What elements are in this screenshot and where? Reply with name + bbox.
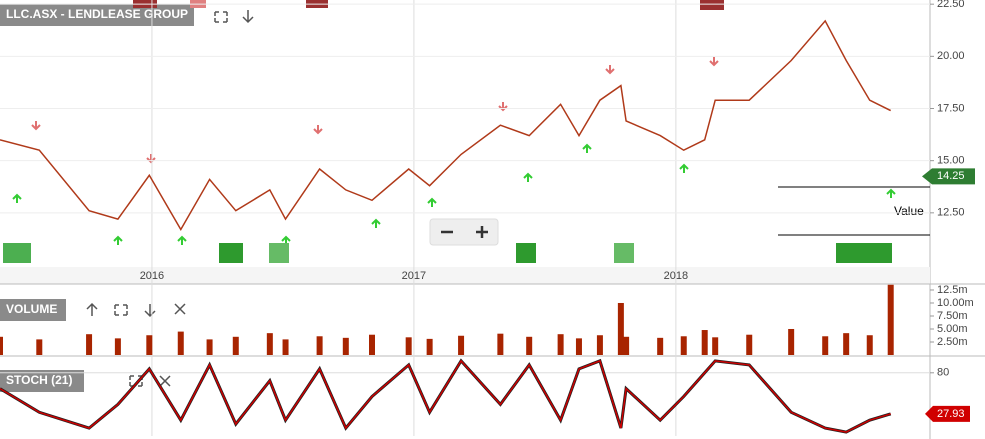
down-icon[interactable] bbox=[242, 10, 254, 24]
y-tick-label: 5.00m bbox=[937, 323, 968, 335]
zoom-control[interactable] bbox=[429, 218, 499, 246]
bar bbox=[557, 334, 564, 355]
maximize-icon[interactable] bbox=[114, 304, 128, 316]
panel-title: VOLUME bbox=[6, 302, 57, 316]
y-tick-label: 7.50m bbox=[937, 310, 968, 322]
y-tick-label: 17.50 bbox=[937, 102, 965, 114]
bar bbox=[86, 334, 93, 355]
annotation: Value bbox=[894, 204, 924, 218]
bar bbox=[680, 336, 687, 355]
maximize-icon[interactable] bbox=[214, 11, 228, 23]
close-icon[interactable] bbox=[159, 375, 171, 387]
value-label: 27.93 bbox=[937, 408, 965, 420]
y-tick-label: 10.00m bbox=[937, 297, 974, 309]
y-tick-label: 2.50m bbox=[937, 336, 968, 348]
x-tick-label: 2016 bbox=[140, 270, 164, 282]
bar bbox=[0, 336, 3, 355]
y-tick-label: 20.00 bbox=[937, 50, 965, 62]
bar bbox=[177, 331, 184, 355]
bar bbox=[426, 338, 433, 355]
line bbox=[0, 359, 891, 433]
y-tick-label: 80 bbox=[937, 367, 949, 379]
title-box bbox=[0, 370, 84, 392]
x-tick-label: 2018 bbox=[664, 270, 688, 282]
value-flag bbox=[925, 405, 970, 422]
title-box bbox=[0, 4, 194, 26]
x-axis-band bbox=[0, 267, 930, 284]
bar bbox=[657, 337, 664, 355]
bar bbox=[623, 336, 630, 355]
y-tick-label: 12.5m bbox=[937, 284, 968, 296]
bar bbox=[822, 336, 829, 355]
line bbox=[0, 19, 892, 231]
bar bbox=[596, 335, 603, 355]
down-icon[interactable] bbox=[144, 304, 156, 318]
bar bbox=[146, 335, 153, 355]
price-flag bbox=[922, 168, 975, 185]
close-icon[interactable] bbox=[174, 303, 186, 315]
bar bbox=[405, 337, 412, 355]
bar bbox=[266, 333, 273, 355]
bar bbox=[369, 334, 375, 355]
bar bbox=[788, 328, 795, 355]
y-tick-label: 15.00 bbox=[937, 155, 965, 167]
y-tick-label: 12.50 bbox=[937, 207, 965, 219]
panel-controls[interactable] bbox=[86, 10, 254, 387]
bar bbox=[575, 338, 582, 355]
up-icon[interactable] bbox=[86, 302, 98, 316]
bar bbox=[843, 333, 850, 355]
bar bbox=[114, 338, 121, 355]
bar bbox=[617, 302, 624, 355]
bar bbox=[866, 335, 873, 355]
bar bbox=[887, 284, 894, 355]
bar bbox=[36, 339, 43, 355]
bar bbox=[206, 339, 213, 355]
x-tick-label: 2017 bbox=[402, 270, 426, 282]
bar bbox=[282, 339, 289, 355]
bar bbox=[342, 337, 349, 355]
bar bbox=[458, 335, 465, 355]
bar bbox=[746, 334, 753, 355]
bar bbox=[497, 333, 504, 355]
bar bbox=[526, 336, 533, 355]
chart-title: LLC.ASX - LENDLEASE GROUP bbox=[6, 7, 188, 21]
signal-arrows bbox=[12, 57, 896, 245]
bar bbox=[712, 337, 719, 355]
zoom-icons[interactable] bbox=[441, 226, 488, 238]
panel-title: STOCH (21) bbox=[6, 373, 72, 387]
bar bbox=[701, 330, 708, 355]
title-box bbox=[0, 299, 66, 321]
bar bbox=[316, 336, 323, 355]
y-tick-label: 22.50 bbox=[937, 0, 965, 10]
price-label: 14.25 bbox=[937, 170, 965, 182]
bar bbox=[232, 336, 239, 355]
